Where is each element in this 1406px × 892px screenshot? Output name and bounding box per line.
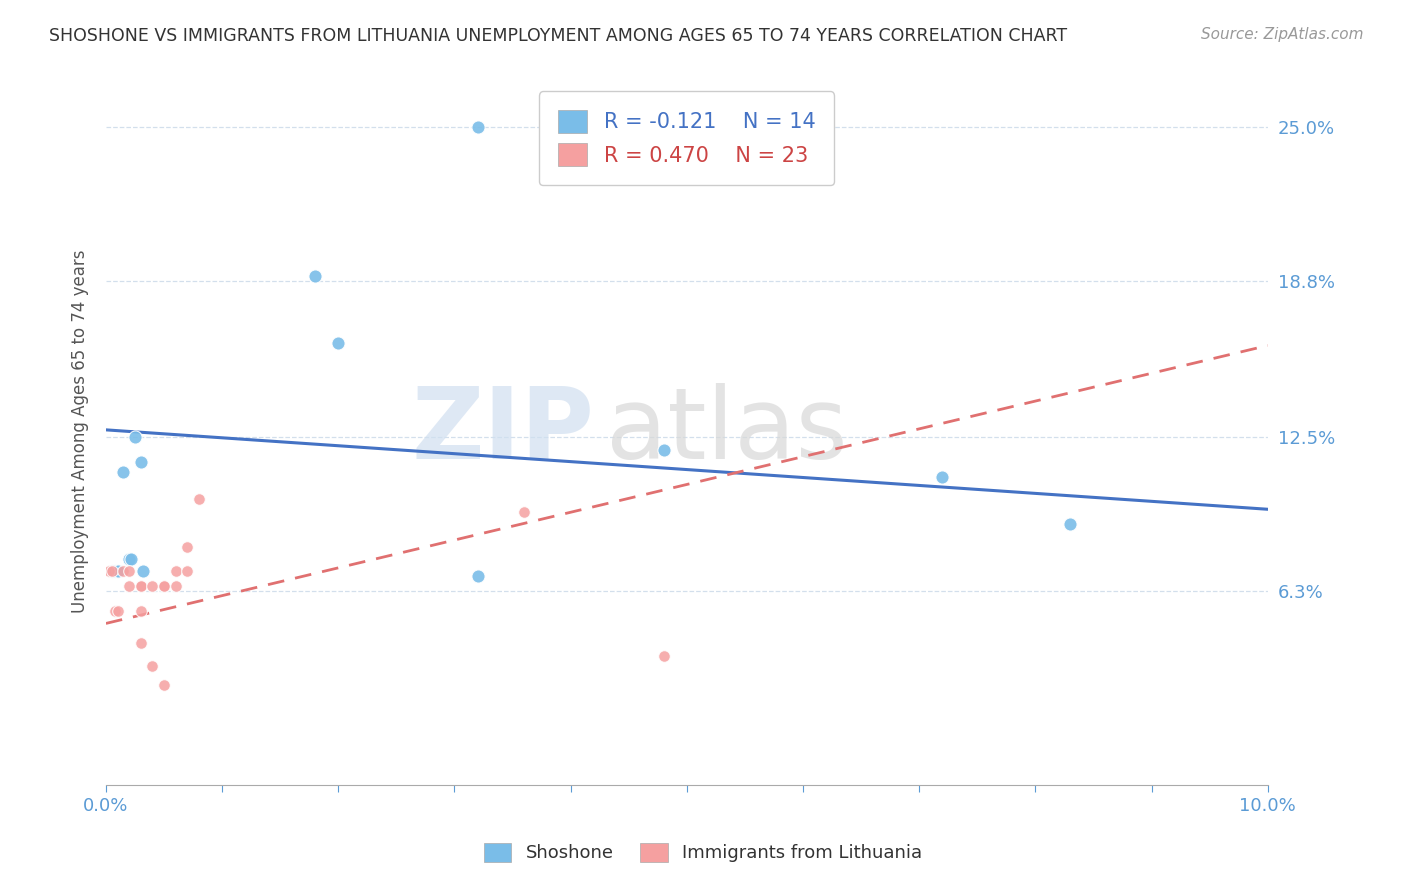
Point	[467, 120, 489, 134]
Point	[153, 678, 176, 692]
Text: atlas: atlas	[606, 383, 848, 480]
Point	[165, 579, 187, 593]
Point	[513, 505, 536, 519]
Point	[100, 564, 122, 578]
Point	[1059, 517, 1081, 532]
Point	[129, 579, 152, 593]
Point	[104, 564, 127, 578]
Point	[121, 552, 143, 566]
Legend: R = -0.121    N = 14, R = 0.470    N = 23: R = -0.121 N = 14, R = 0.470 N = 23	[540, 91, 834, 185]
Point	[118, 552, 141, 566]
Point	[467, 569, 489, 583]
Point	[165, 564, 187, 578]
Point	[141, 658, 163, 673]
Point	[129, 636, 152, 650]
Point	[304, 268, 326, 283]
Point	[129, 604, 152, 618]
Point	[107, 564, 129, 578]
Point	[107, 604, 129, 618]
Point	[931, 470, 953, 484]
Point	[100, 564, 122, 578]
Legend: Shoshone, Immigrants from Lithuania: Shoshone, Immigrants from Lithuania	[477, 836, 929, 870]
Point	[112, 465, 135, 479]
Point	[129, 455, 152, 469]
Point	[112, 564, 135, 578]
Point	[132, 564, 155, 578]
Point	[129, 579, 152, 593]
Point	[98, 564, 121, 578]
Point	[153, 579, 176, 593]
Point	[104, 604, 127, 618]
Text: ZIP: ZIP	[411, 383, 593, 480]
Point	[652, 442, 675, 457]
Point	[118, 579, 141, 593]
Point	[652, 648, 675, 663]
Point	[153, 579, 176, 593]
Text: SHOSHONE VS IMMIGRANTS FROM LITHUANIA UNEMPLOYMENT AMONG AGES 65 TO 74 YEARS COR: SHOSHONE VS IMMIGRANTS FROM LITHUANIA UN…	[49, 27, 1067, 45]
Point	[328, 336, 350, 351]
Point	[107, 564, 129, 578]
Point	[124, 430, 146, 444]
Point	[176, 540, 198, 554]
Y-axis label: Unemployment Among Ages 65 to 74 years: Unemployment Among Ages 65 to 74 years	[72, 250, 89, 613]
Point	[176, 564, 198, 578]
Text: Source: ZipAtlas.com: Source: ZipAtlas.com	[1201, 27, 1364, 42]
Point	[187, 492, 209, 507]
Point	[118, 564, 141, 578]
Point	[141, 579, 163, 593]
